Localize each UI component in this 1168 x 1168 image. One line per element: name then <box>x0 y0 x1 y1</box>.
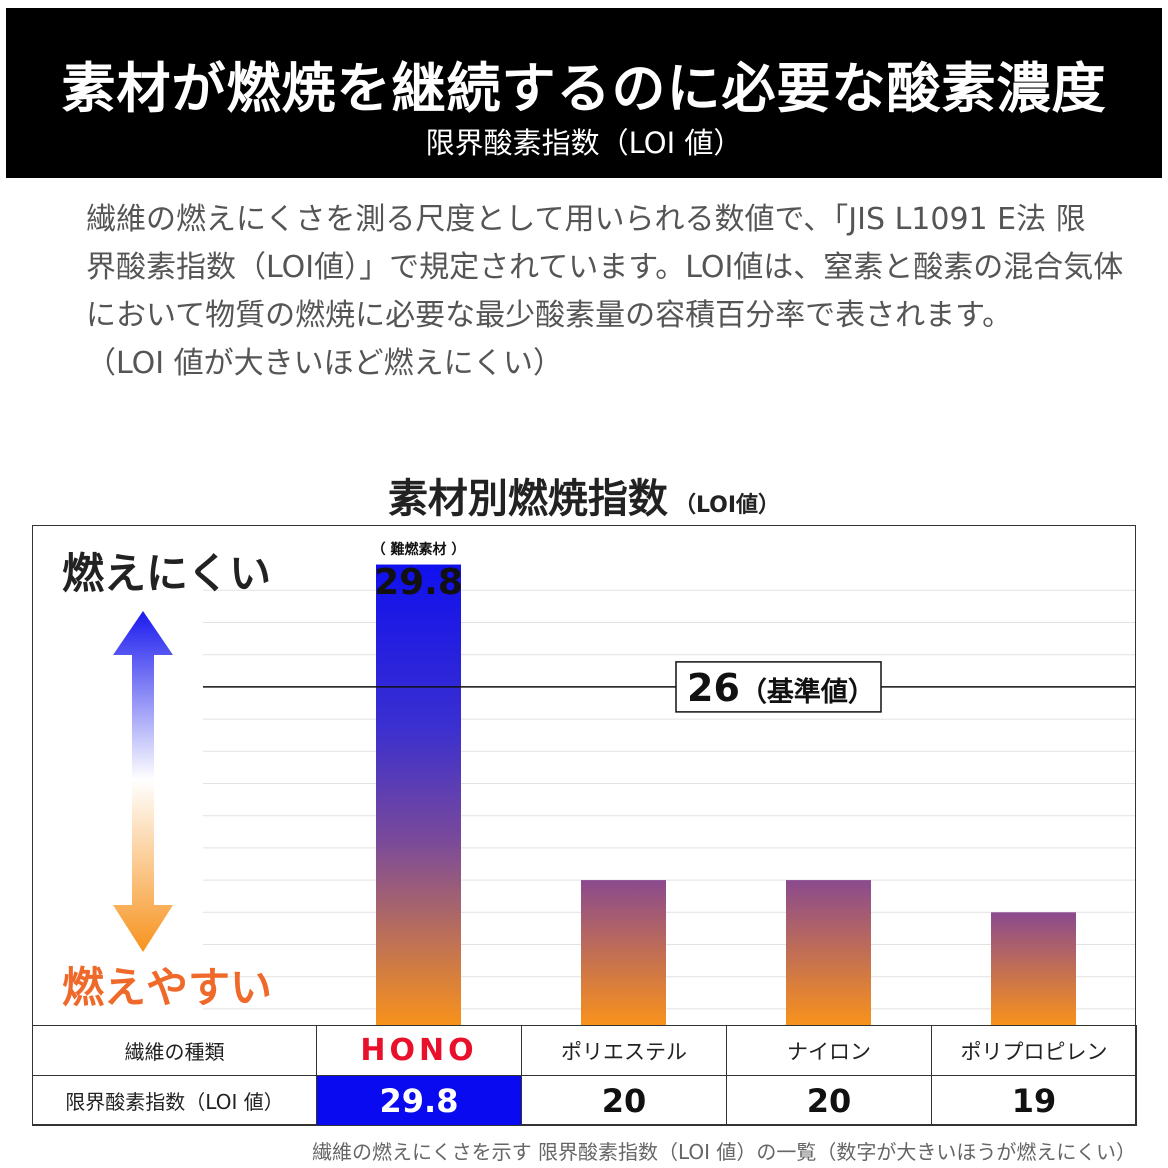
loi-value: 19 <box>931 1075 1137 1126</box>
bar-value-label: 29.8 <box>374 562 463 603</box>
description-line: において物質の燃焼に必要な最少酸素量の容積百分率で表されます。 <box>86 298 1013 333</box>
reference-text: （基準値） <box>740 676 875 708</box>
table-row: 繊維の種類 HONO ポリエステル ナイロン ポリプロピレン <box>32 1025 1137 1076</box>
material-cell: ナイロン <box>726 1025 932 1076</box>
hono-logo: HONO <box>360 1033 478 1068</box>
row-label-material: 繊維の種類 <box>32 1025 317 1076</box>
loi-table: 繊維の種類 HONO ポリエステル ナイロン ポリプロピレン 限界酸素指数（LO… <box>32 1025 1137 1126</box>
material-hono-cell: HONO <box>316 1025 522 1076</box>
chart-title-main: 素材別燃焼指数 <box>387 476 668 522</box>
chart-title: 素材別燃焼指数 （LOI値） <box>0 466 1168 524</box>
hint-easy-to-burn: 燃えやすい <box>62 963 272 1012</box>
bar <box>991 912 1076 1025</box>
description-line: （LOI 値が大きいほど燃えにくい） <box>86 346 564 381</box>
material-cell: ポリエステル <box>521 1025 727 1076</box>
loi-value: 20 <box>726 1075 932 1126</box>
title-banner: 素材が燃焼を継続するのに必要な酸素濃度 限界酸素指数（LOI 値） <box>6 8 1162 178</box>
bar <box>376 564 461 1025</box>
bar <box>786 880 871 1025</box>
page-title: 素材が燃焼を継続するのに必要な酸素濃度 <box>61 57 1107 120</box>
bar-annotation-note: （ 難燃素材 ） <box>372 541 466 558</box>
loi-value-hono: 29.8 <box>316 1075 522 1126</box>
chart-caption: 繊維の燃えにくさを示す 限界酸素指数（LOI 値）の一覧（数字が大きいほうが燃え… <box>312 1140 1136 1164</box>
row-label-loi: 限界酸素指数（LOI 値） <box>32 1075 317 1126</box>
description: 繊維の燃えにくさを測る尺度として用いられる数値で、「JIS L1091 E法 限… <box>86 196 1124 388</box>
down-arrow-icon <box>113 780 173 952</box>
reference-label-box <box>675 661 882 713</box>
hint-hard-to-burn: 燃えにくい <box>62 549 271 598</box>
reference-value: 26 <box>687 666 740 710</box>
page-subtitle: 限界酸素指数（LOI 値） <box>425 126 743 160</box>
description-line: 繊維の燃えにくさを測る尺度として用いられる数値で、「JIS L1091 E法 限 <box>86 202 1086 237</box>
table-row: 限界酸素指数（LOI 値） 29.8 20 20 19 <box>32 1075 1137 1126</box>
loi-value: 20 <box>521 1075 727 1126</box>
up-arrow-icon <box>113 611 173 780</box>
description-line: 界酸素指数（LOI値）」で規定されています。LOI値は、窒素と酸素の混合気体 <box>86 250 1124 285</box>
reference-label: 26（基準値） <box>687 666 875 710</box>
chart-title-unit: （LOI値） <box>673 493 781 518</box>
material-cell: ポリプロピレン <box>931 1025 1137 1076</box>
bar <box>581 880 666 1025</box>
